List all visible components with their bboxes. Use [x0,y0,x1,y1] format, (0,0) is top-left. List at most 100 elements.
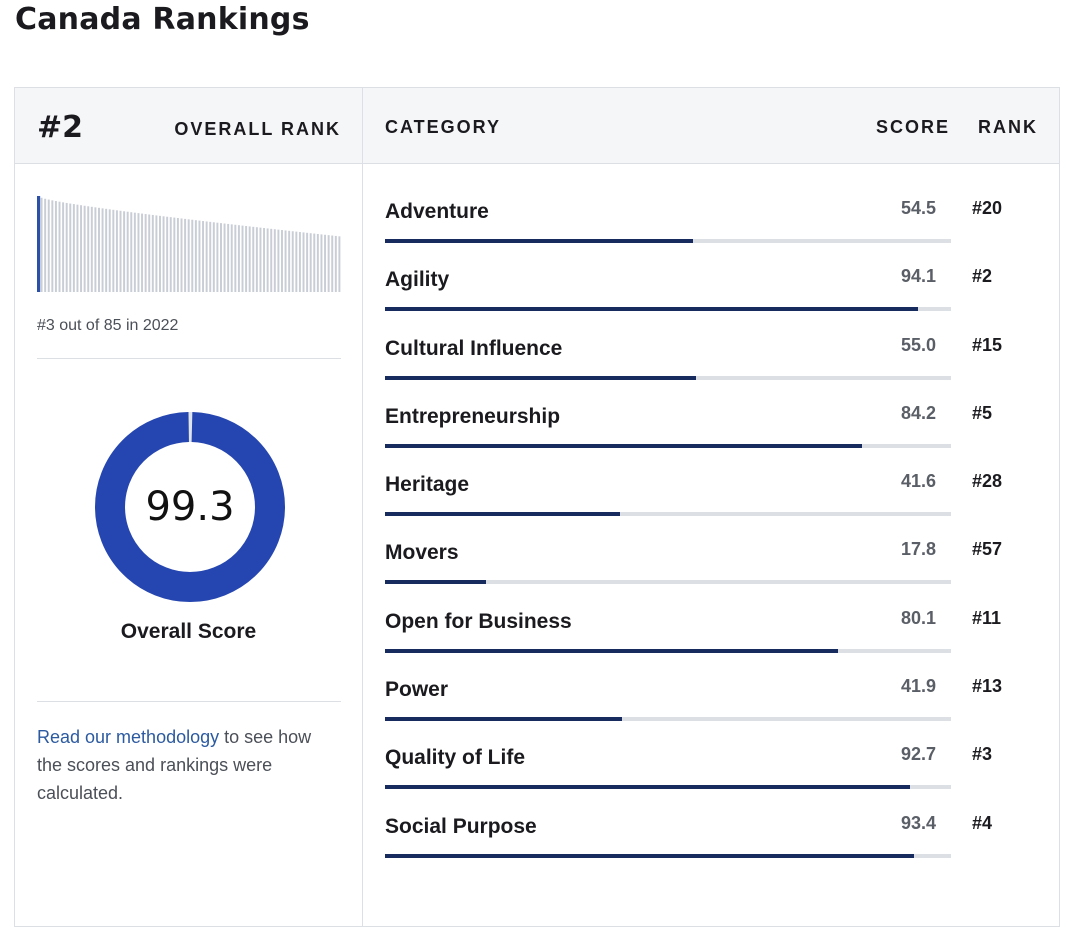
histogram-bar [320,234,323,292]
category-name: Social Purpose [385,814,537,838]
score-bar-track [385,443,951,448]
category-rank: #15 [972,334,1003,355]
histogram-bar [316,233,319,292]
score-bar-fill [385,375,697,380]
methodology-note: Read our methodology to see how the scor… [37,723,337,807]
score-bar-fill [385,580,486,585]
histogram-bar [83,205,86,292]
histogram-bar [252,226,255,292]
histogram-bar [76,204,79,292]
category-row-cultural-influence: Cultural Influence 55.0 #15 [385,313,1045,381]
category-name: Adventure [385,200,489,223]
header-score: SCORE [875,117,950,137]
histogram-bar [133,212,136,292]
category-name: Movers [385,541,459,565]
category-name: Cultural Influence [385,336,563,360]
histogram-bar [65,202,68,292]
histogram-bar [220,223,222,292]
histogram-bar [234,224,237,292]
histogram-bar [105,208,108,292]
rank-history-histogram [37,196,341,292]
histogram-bar [237,225,240,292]
category-score: 92.7 [900,744,936,765]
category-score: 55.0 [900,334,936,355]
score-bar-track [385,717,951,722]
category-name: Agility [385,268,450,292]
histogram-bar [248,226,251,292]
header-rank: RANK [978,117,1038,137]
category-row-heritage: Heritage 41.6 #28 [385,449,1045,517]
histogram-bar [126,211,129,292]
histogram-bar [72,204,75,292]
histogram-bar [155,215,158,292]
methodology-link[interactable]: Read our methodology [37,727,220,747]
histogram-bar [194,220,197,292]
overall-rank-number: #2 [37,110,84,145]
histogram-bar [98,207,100,292]
histogram-bar [227,223,230,292]
histogram-bar [58,201,61,292]
histogram-bar [198,220,201,292]
category-row-quality-of-life: Quality of Life 92.7 #3 [385,722,1045,790]
category-row-agility: Agility 94.1 #2 [385,244,1045,312]
category-list: Adventure 54.5 #20 Agility 94.1 #2 Cultu… [385,176,1045,859]
score-bar-track [385,853,951,858]
histogram-bar [94,207,97,292]
score-bar-track [385,648,951,653]
histogram-bar [255,227,258,292]
category-name: Power [385,678,449,702]
histogram-bar [44,198,47,292]
histogram-bar [119,210,122,292]
histogram-bar [331,235,334,292]
histogram-bar [180,218,183,292]
histogram-bar [202,221,205,292]
histogram-bar [230,224,233,292]
score-bar-track [385,375,951,380]
category-name: Heritage [385,473,470,497]
category-table-header: CATEGORY SCORE RANK [363,88,1059,164]
category-rank: #13 [972,676,1003,697]
histogram-bar [137,213,140,292]
histogram-bar [324,234,327,292]
histogram-bar [130,212,133,292]
category-rank: #3 [972,744,993,765]
histogram-bar [281,230,283,292]
score-bar-track [385,512,951,517]
histogram-bar [327,235,330,292]
histogram-bar [184,218,187,292]
histogram-bar [309,233,312,292]
histogram-bar [80,205,83,292]
histogram-bar [291,231,294,292]
category-rank: #2 [972,266,993,287]
histogram-bar [259,227,262,292]
divider [37,358,341,359]
category-rank: #57 [972,539,1003,560]
category-rank: #28 [972,471,1003,492]
histogram-bar [288,230,291,292]
histogram-bar [51,200,54,292]
histogram-bar [187,219,190,292]
histogram-bar [277,229,280,292]
score-bar-track [385,580,951,585]
rank-history-caption: #3 out of 85 in 2022 [37,317,179,334]
histogram-bar [69,203,72,292]
category-name: Open for Business [385,609,572,633]
score-bar-fill [385,443,862,448]
score-bar-fill [385,512,621,517]
histogram-bar [173,217,176,292]
histogram-bar [115,210,118,292]
histogram-bar [151,214,154,292]
category-score: 94.1 [900,266,936,287]
histogram-bar [263,228,266,292]
category-score: 54.5 [900,198,936,218]
histogram-bar [108,209,111,292]
category-row-movers: Movers 17.8 #57 [385,517,1045,585]
category-score: 17.8 [900,539,936,560]
histogram-bar [298,232,301,292]
category-rank: #5 [972,402,993,423]
histogram-bar [270,228,273,292]
histogram-bar [306,232,309,292]
histogram-bar [144,214,147,292]
overall-score-label: Overall Score [120,620,257,643]
rankings-card: #2 OVERALL RANK #3 out of 85 in 2022 99.… [14,87,1060,927]
